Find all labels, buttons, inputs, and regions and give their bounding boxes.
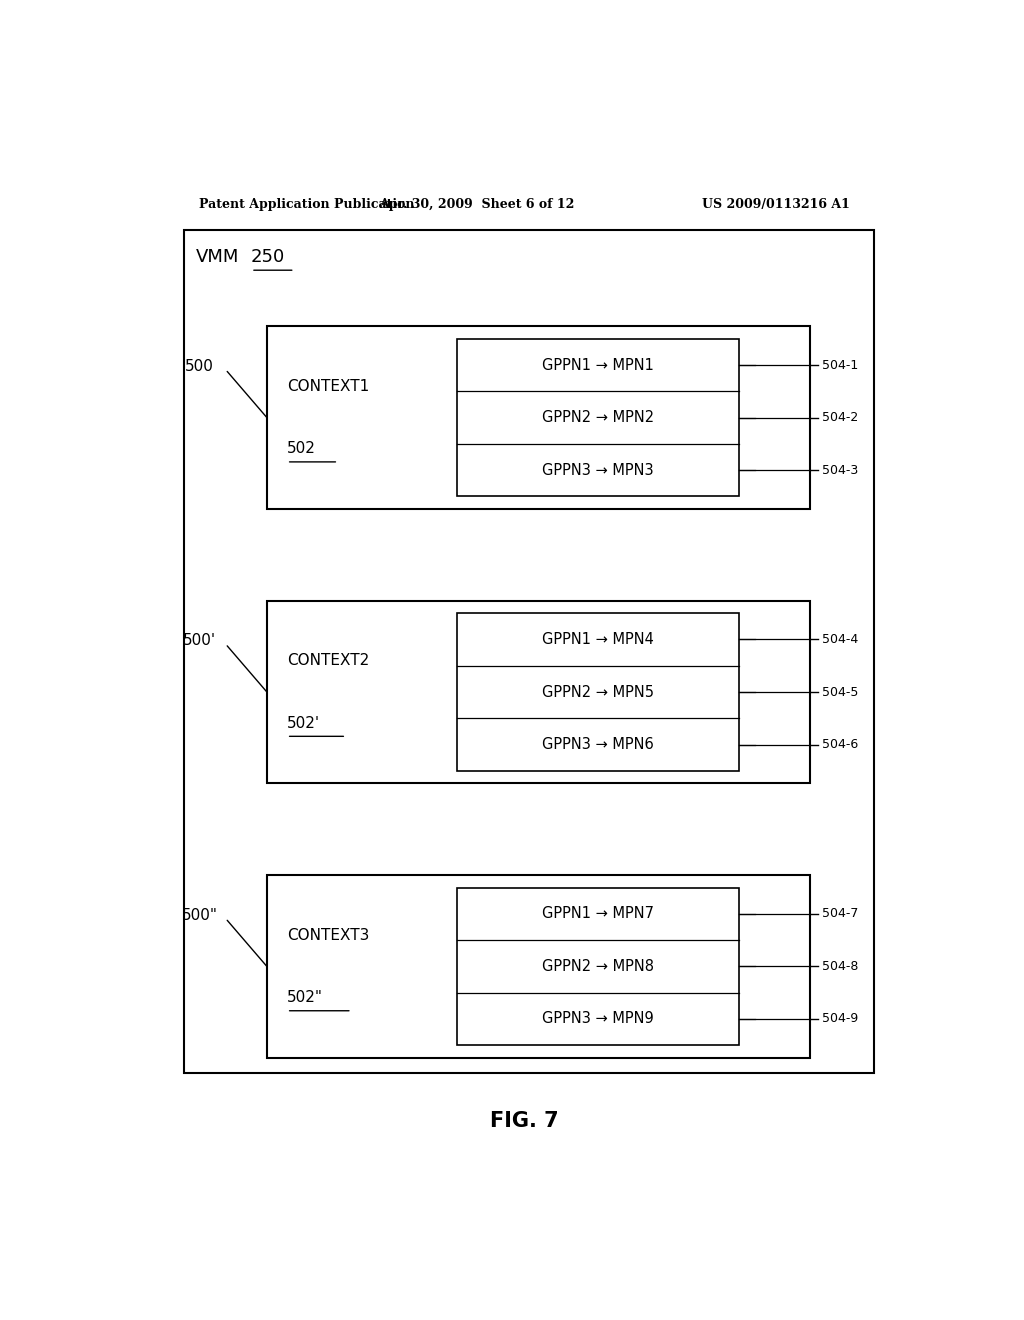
Bar: [267, 875, 811, 1057]
Bar: [458, 339, 739, 496]
Text: CONTEXT3: CONTEXT3: [287, 928, 369, 942]
Text: 500": 500": [181, 908, 217, 923]
Text: GPPN3 → MPN3: GPPN3 → MPN3: [543, 462, 654, 478]
Text: 502': 502': [287, 715, 319, 730]
Text: GPPN1 → MPN7: GPPN1 → MPN7: [543, 907, 654, 921]
Text: 502": 502": [287, 990, 323, 1005]
Text: GPPN3 → MPN6: GPPN3 → MPN6: [543, 737, 654, 752]
Text: 504-4: 504-4: [822, 634, 859, 645]
Bar: [267, 326, 811, 510]
Text: GPPN1 → MPN1: GPPN1 → MPN1: [543, 358, 654, 372]
Text: CONTEXT2: CONTEXT2: [287, 653, 369, 668]
Text: 504-8: 504-8: [822, 960, 859, 973]
Text: CONTEXT1: CONTEXT1: [287, 379, 369, 393]
Text: FIG. 7: FIG. 7: [490, 1111, 559, 1131]
Text: GPPN3 → MPN9: GPPN3 → MPN9: [543, 1011, 654, 1027]
Bar: [458, 887, 739, 1045]
Text: 502: 502: [287, 441, 315, 457]
Text: US 2009/0113216 A1: US 2009/0113216 A1: [702, 198, 850, 211]
Text: 504-6: 504-6: [822, 738, 859, 751]
Text: 504-3: 504-3: [822, 463, 859, 477]
Text: GPPN2 → MPN5: GPPN2 → MPN5: [543, 685, 654, 700]
Bar: [267, 601, 811, 784]
Text: GPPN2 → MPN8: GPPN2 → MPN8: [543, 958, 654, 974]
Text: Patent Application Publication: Patent Application Publication: [200, 198, 415, 211]
Text: 500': 500': [183, 634, 216, 648]
Text: VMM: VMM: [196, 248, 239, 265]
Text: GPPN2 → MPN2: GPPN2 → MPN2: [542, 411, 654, 425]
Text: 504-1: 504-1: [822, 359, 859, 371]
Text: 504-2: 504-2: [822, 411, 859, 424]
Bar: [183, 230, 873, 1073]
Text: 500: 500: [185, 359, 214, 374]
Text: 250: 250: [251, 248, 286, 265]
Text: 504-9: 504-9: [822, 1012, 859, 1026]
Text: Apr. 30, 2009  Sheet 6 of 12: Apr. 30, 2009 Sheet 6 of 12: [380, 198, 574, 211]
Text: 504-7: 504-7: [822, 907, 859, 920]
Bar: [458, 614, 739, 771]
Text: GPPN1 → MPN4: GPPN1 → MPN4: [543, 632, 654, 647]
Text: 504-5: 504-5: [822, 685, 859, 698]
